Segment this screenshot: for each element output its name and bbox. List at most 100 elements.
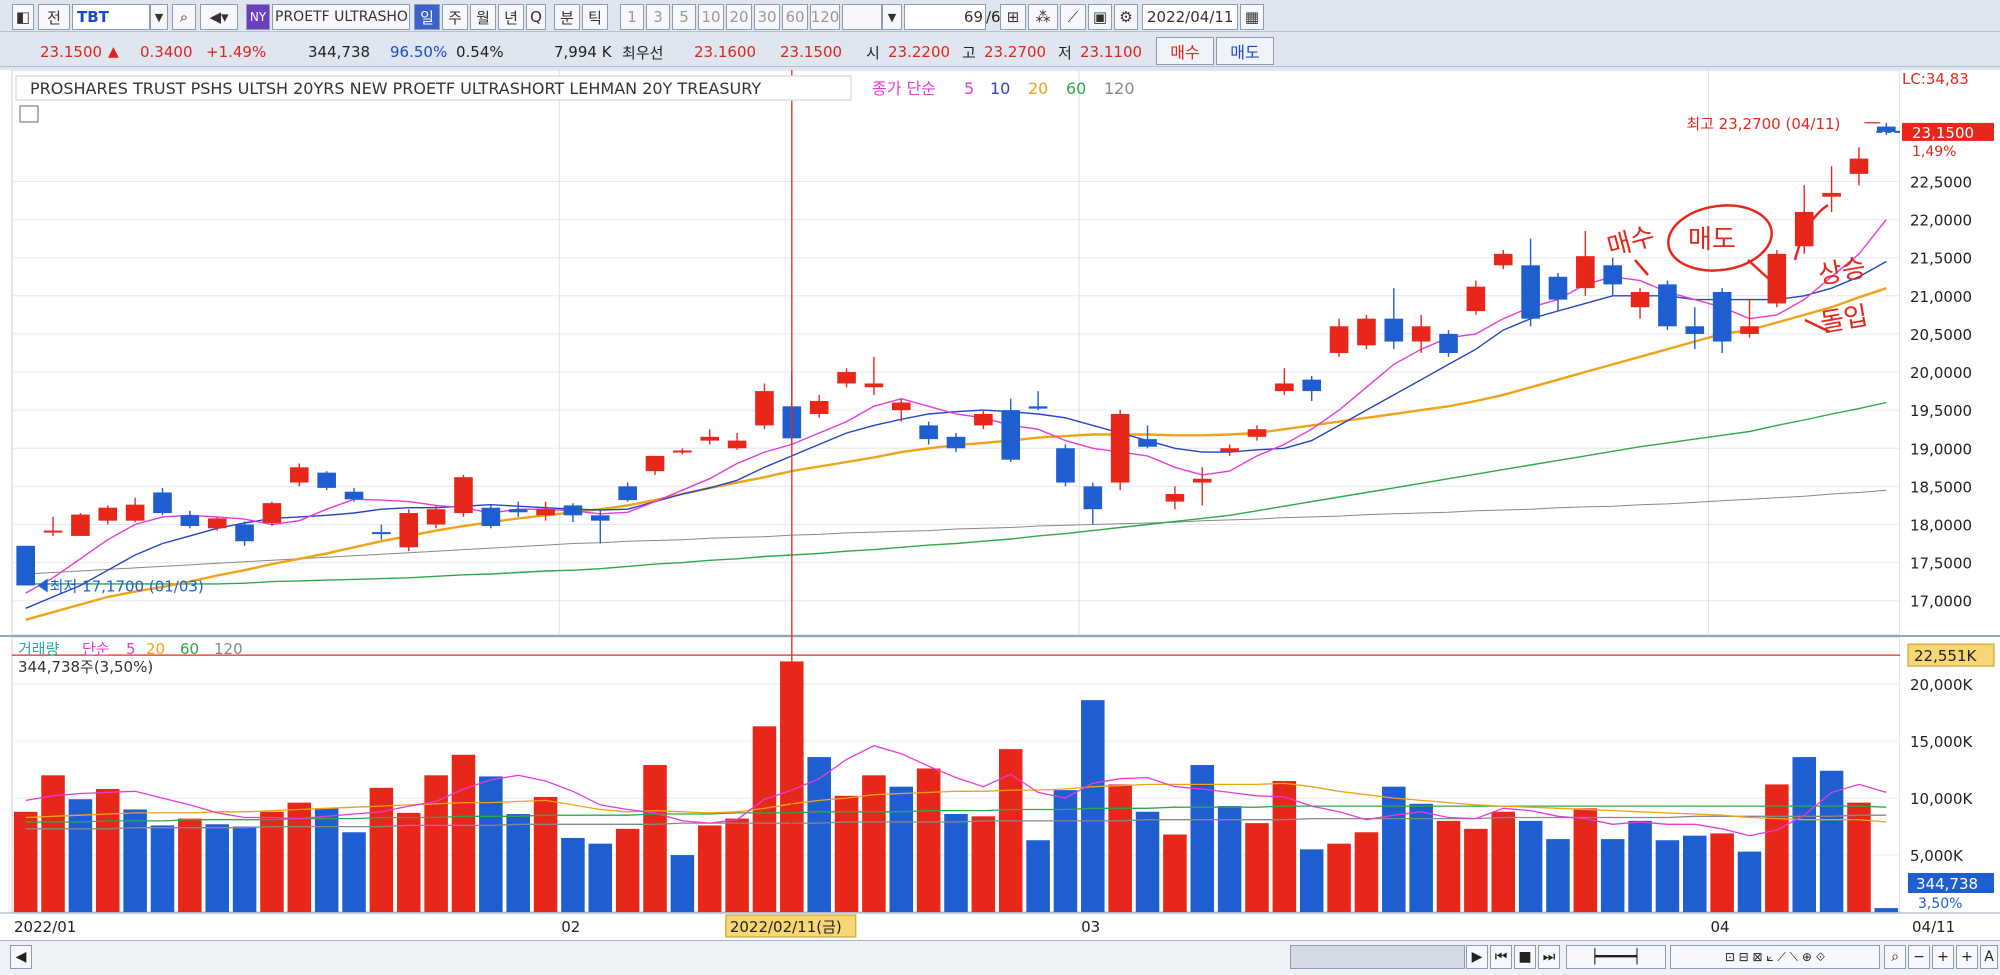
forward-icon[interactable]: ⏭ (1538, 945, 1560, 969)
minute-tab-120[interactable]: 120 (810, 4, 840, 30)
period-tab-5[interactable]: 분 (554, 4, 580, 30)
candle-body (454, 477, 473, 514)
candle-body (317, 472, 336, 488)
ratio-1: 96.50% (390, 43, 448, 61)
rewind-icon[interactable]: ⏮ (1490, 945, 1512, 969)
candle (508, 501, 528, 517)
low-label: 저 (1058, 43, 1072, 62)
minute-tab-20[interactable]: 20 (726, 4, 752, 30)
table-icon (19, 105, 39, 123)
gear-icon[interactable]: ⚙ (1114, 4, 1138, 30)
minute-tab-60[interactable]: 60 (782, 4, 808, 30)
candle-body (1630, 291, 1650, 308)
candle-body (864, 383, 884, 388)
candle (1794, 185, 1814, 254)
speaker-icon[interactable]: ◀▾ (200, 4, 238, 30)
zoom-out-icon[interactable]: − (1908, 945, 1930, 969)
minute-tab-10[interactable]: 10 (698, 4, 724, 30)
candle-body (809, 400, 829, 414)
candle (290, 463, 309, 487)
candle (1329, 318, 1349, 357)
price-ma10-line (25, 260, 1887, 609)
scroll-left-icon[interactable]: ◀ (10, 945, 32, 969)
period-tab-1[interactable]: 주 (442, 4, 468, 30)
volume-bar (889, 786, 914, 912)
indicator-icon[interactable]: ⁂ (1028, 4, 1058, 30)
zoom-icon[interactable]: ⌕ (1884, 945, 1906, 969)
candle-body (98, 507, 118, 521)
candle-body (1493, 253, 1513, 266)
candle (399, 509, 419, 552)
symbol-dropdown-icon[interactable]: ▼ (150, 4, 168, 30)
period-tab-0[interactable]: 일 (414, 4, 440, 30)
volume-bar (1163, 834, 1187, 912)
period-tab-6[interactable]: 틱 (582, 4, 608, 30)
volume-bar (533, 796, 558, 912)
chart-type-icon[interactable]: ⊞ (1000, 4, 1026, 30)
candle-body (1083, 486, 1103, 510)
volume-info: 344,738주(3,50%) (18, 658, 153, 676)
ratio-2: 0.54% (456, 43, 504, 61)
y-tick-label: 21,5000 (1910, 250, 1972, 268)
candle-body (1740, 326, 1759, 334)
candle-body (1028, 406, 1048, 409)
title-box (15, 75, 852, 101)
stop-icon[interactable]: ■ (1514, 945, 1536, 969)
period-tab-3[interactable]: 년 (498, 4, 524, 30)
plus-icon[interactable]: + (1956, 945, 1978, 969)
candle-body (645, 455, 665, 472)
layout-icon[interactable]: ◧ (12, 4, 34, 30)
annotation-sell: 매도 (1688, 225, 1736, 255)
period-tab-4[interactable]: Q (526, 4, 546, 30)
volume-bar (752, 726, 777, 912)
volume-bar (1190, 765, 1215, 912)
volume-value: 344,738 (308, 43, 371, 61)
buy-button[interactable]: 매수 (1156, 37, 1214, 65)
symbol-input[interactable]: TBT (72, 4, 150, 30)
volume-bar (1026, 840, 1050, 912)
chart-svg[interactable]: 17,0000 17,5000 18,0000 18,5000 19,0000 19,50… (0, 69, 2000, 940)
scroll-bar: ◀ ▶ ⏮ ■ ⏭ ┝━━━━┥ ⊡ ⊟ ⊠ ⟀ ⟋ ⟍ ⊕ ⟐ ⌕ − + +… (0, 940, 2000, 975)
font-icon[interactable]: A (1980, 945, 1998, 969)
volume-bar (1299, 849, 1324, 912)
drawing-tools[interactable]: ⊡ ⊟ ⊠ ⟀ ⟋ ⟍ ⊕ ⟐ (1670, 945, 1880, 969)
period-tab-2[interactable]: 월 (470, 4, 496, 30)
volume-legend-period-60: 60 (180, 640, 199, 658)
minute-tab-30[interactable]: 30 (754, 4, 780, 30)
candle (1220, 444, 1239, 456)
scroll-right-icon[interactable]: ▶ (1466, 945, 1488, 969)
candle-body (1138, 439, 1157, 447)
x-tick-label: 03 (1081, 918, 1100, 936)
candle-body (1822, 192, 1841, 197)
save-icon[interactable]: ▣ (1088, 4, 1112, 30)
candle (1466, 280, 1486, 315)
volume-bar (369, 787, 394, 912)
candle-body (71, 514, 90, 536)
candle (207, 516, 227, 531)
candle (1165, 486, 1185, 510)
bar-count-input[interactable]: 69 (904, 4, 986, 30)
candle (1685, 307, 1705, 350)
date-input[interactable]: 2022/04/11 (1142, 4, 1238, 30)
candle (317, 471, 336, 491)
search-icon[interactable]: ⌕ (172, 4, 196, 30)
crosshair-icon[interactable]: + (1932, 945, 1954, 969)
custom-period-input[interactable] (842, 4, 882, 30)
candle-body (1548, 276, 1568, 300)
custom-period-dropdown-icon[interactable]: ▼ (882, 4, 902, 30)
candle-body (180, 515, 200, 526)
line-tool-icon[interactable]: ⟋ (1060, 4, 1086, 30)
volume-bar (1600, 839, 1625, 912)
calendar-icon[interactable]: ▦ (1240, 4, 1264, 30)
scroll-thumb[interactable] (1290, 945, 1465, 969)
sell-button[interactable]: 매도 (1216, 37, 1274, 65)
minute-tab-3[interactable]: 3 (646, 4, 670, 30)
y-tick-label: 18,5000 (1910, 478, 1972, 496)
minute-tab-1[interactable]: 1 (620, 4, 644, 30)
zoom-slider[interactable]: ┝━━━━┥ (1566, 945, 1666, 969)
mode-button[interactable]: 전 (38, 4, 70, 30)
volume-bar (205, 824, 229, 912)
minute-tab-5[interactable]: 5 (672, 4, 696, 30)
candle (1630, 288, 1650, 319)
candle (645, 455, 665, 475)
